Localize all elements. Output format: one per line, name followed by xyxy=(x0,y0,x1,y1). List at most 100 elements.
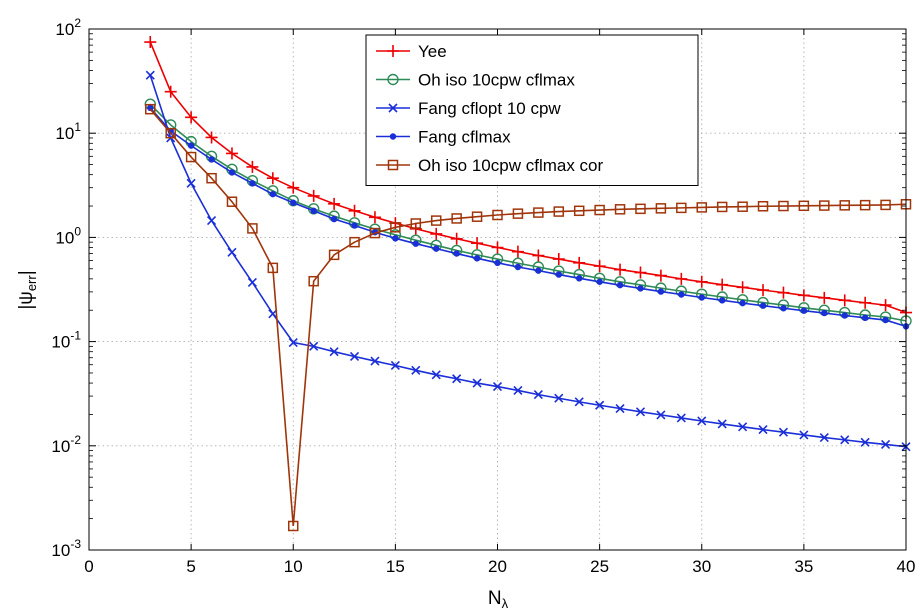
data-point xyxy=(716,278,729,291)
data-point xyxy=(287,181,300,194)
data-point xyxy=(246,160,259,173)
data-point xyxy=(573,205,585,217)
data-point xyxy=(881,439,891,450)
y-tick-label: 101 xyxy=(55,120,81,143)
data-point xyxy=(879,299,892,312)
data-point xyxy=(799,430,809,440)
data-point xyxy=(819,432,829,443)
data-point xyxy=(450,232,463,245)
y-tick-label: 10-3 xyxy=(51,537,81,560)
data-point xyxy=(309,341,319,351)
data-point xyxy=(555,271,562,278)
series-5 xyxy=(145,103,912,532)
y-tick-label: 100 xyxy=(55,224,81,247)
data-point xyxy=(472,378,482,388)
data-point xyxy=(596,278,603,285)
data-point xyxy=(247,277,257,287)
data-point xyxy=(821,309,828,317)
data-point xyxy=(494,259,501,267)
data-point xyxy=(535,267,542,274)
data-point xyxy=(328,249,340,261)
y-tick-base: 10 xyxy=(55,20,74,39)
data-point xyxy=(576,275,583,282)
data-point xyxy=(392,235,399,242)
y-tick-base: 10 xyxy=(55,124,74,143)
data-point xyxy=(553,206,565,217)
data-point xyxy=(736,281,749,294)
data-point xyxy=(453,250,460,257)
data-point xyxy=(185,151,197,163)
legend-marker xyxy=(387,45,399,57)
data-point xyxy=(145,103,156,115)
data-point xyxy=(390,222,401,233)
data-point xyxy=(247,223,258,234)
data-point xyxy=(818,291,831,304)
x-tick-label: 35 xyxy=(794,557,813,576)
data-point xyxy=(593,260,606,273)
data-point xyxy=(574,397,584,407)
data-point xyxy=(675,272,688,285)
x-tick-labels: 0 5 10 15 20 25 30 35 40 xyxy=(84,557,915,576)
data-point xyxy=(880,199,891,211)
data-point xyxy=(759,302,767,309)
data-point xyxy=(861,314,869,322)
y-axis-label: |ψerr| xyxy=(16,270,39,309)
data-point xyxy=(839,200,850,211)
data-point xyxy=(492,209,503,221)
data-point xyxy=(206,216,217,226)
series-layer xyxy=(144,36,912,532)
data-point xyxy=(552,253,565,266)
series-4 xyxy=(147,104,910,330)
data-point xyxy=(860,437,870,447)
data-point xyxy=(513,385,523,395)
data-point xyxy=(678,291,685,298)
x-tick-label: 5 xyxy=(186,557,195,576)
series-line xyxy=(149,108,907,527)
data-point xyxy=(409,222,422,235)
data-point xyxy=(473,255,481,262)
data-point xyxy=(206,172,217,184)
y-tick-base: 10 xyxy=(51,333,70,352)
y-tick-base: 10 xyxy=(51,541,70,560)
x-tick-label: 30 xyxy=(692,557,711,576)
data-point xyxy=(329,347,339,357)
data-point xyxy=(452,374,462,384)
data-point xyxy=(227,247,237,257)
data-point xyxy=(186,178,196,188)
data-point xyxy=(635,203,646,215)
data-point xyxy=(330,215,338,223)
data-point xyxy=(635,407,646,417)
data-point xyxy=(696,202,707,213)
data-point xyxy=(800,307,808,314)
data-point xyxy=(208,156,215,163)
data-point xyxy=(351,222,358,229)
data-point xyxy=(368,211,381,224)
y-tick-label: 10-2 xyxy=(51,433,81,456)
y-tick-exponent: 2 xyxy=(74,16,81,30)
data-point xyxy=(370,356,380,366)
data-point xyxy=(471,211,483,222)
data-point xyxy=(698,294,705,301)
x-tick-label: 10 xyxy=(284,557,303,576)
y-tick-exponent: -2 xyxy=(70,433,81,447)
data-point xyxy=(228,169,236,176)
data-point xyxy=(616,281,624,289)
data-point xyxy=(225,147,238,160)
data-point xyxy=(757,201,769,212)
data-point xyxy=(695,275,708,288)
legend-label: Fang cflmax xyxy=(418,128,511,147)
data-point xyxy=(205,131,218,144)
data-point xyxy=(840,435,850,445)
legend-marker xyxy=(387,73,399,86)
data-point xyxy=(738,422,748,432)
data-point xyxy=(410,218,422,229)
data-point xyxy=(676,413,686,423)
data-point xyxy=(533,390,543,400)
data-point xyxy=(697,416,707,426)
data-point xyxy=(634,266,647,279)
y-tick-base: 10 xyxy=(51,437,70,456)
data-point xyxy=(859,296,872,309)
data-point xyxy=(573,256,586,269)
x-axis-label: Nλ xyxy=(488,588,509,609)
